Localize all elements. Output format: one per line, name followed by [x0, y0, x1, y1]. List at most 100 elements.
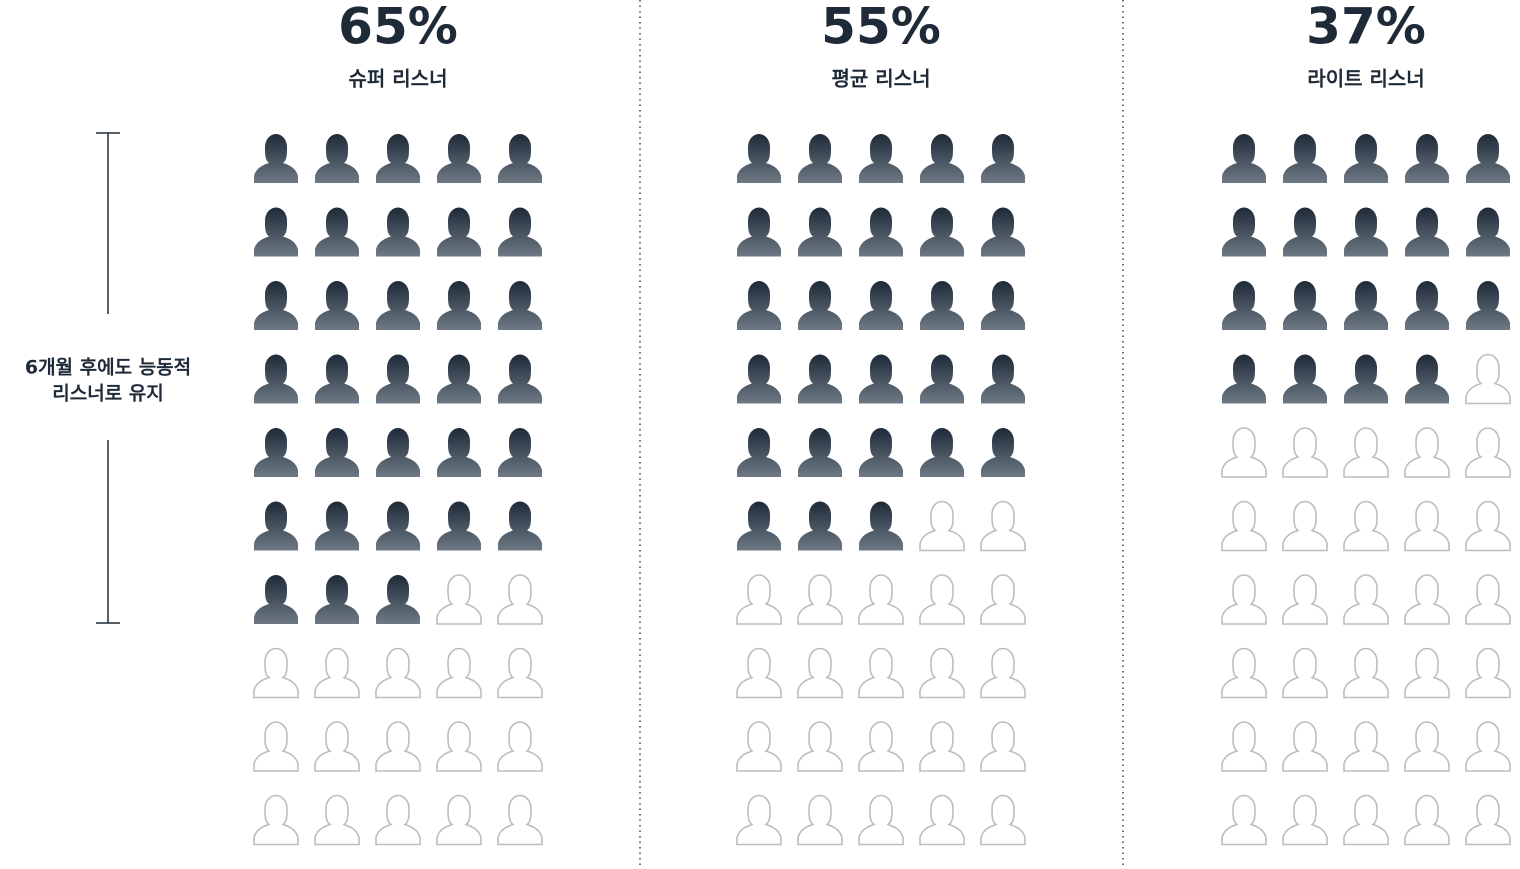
person-empty: [1221, 500, 1267, 552]
person-filled: [437, 428, 481, 477]
person-empty: [797, 574, 843, 625]
bracket: [96, 132, 120, 624]
person-empty: [858, 721, 904, 772]
person-filled: [437, 134, 481, 183]
person-empty: [1282, 794, 1328, 846]
person-filled: [1222, 207, 1266, 257]
person-empty: [919, 574, 965, 625]
person-empty: [375, 721, 421, 772]
person-empty: [1343, 794, 1389, 846]
person-filled: [859, 281, 903, 330]
person-filled: [437, 501, 481, 551]
person-filled: [981, 134, 1025, 183]
person-filled: [737, 281, 781, 330]
person-filled: [737, 501, 781, 551]
person-empty: [1282, 647, 1328, 699]
person-empty: [1282, 427, 1328, 478]
person-filled: [437, 354, 481, 404]
person-filled: [981, 428, 1025, 477]
person-empty: [858, 647, 904, 699]
category-label: 라이트 리스너: [1307, 67, 1424, 91]
person-filled: [1344, 134, 1388, 183]
person-filled: [376, 134, 420, 183]
person-filled: [254, 354, 298, 404]
person-filled: [737, 354, 781, 404]
person-filled: [737, 207, 781, 257]
person-empty: [253, 794, 299, 846]
person-filled: [498, 428, 542, 477]
person-empty: [1221, 647, 1267, 699]
person-filled: [1344, 207, 1388, 257]
person-filled: [498, 134, 542, 183]
value-label: 55%: [821, 0, 941, 56]
person-filled: [254, 281, 298, 330]
person-filled: [737, 428, 781, 477]
person-empty: [980, 794, 1026, 846]
person-empty: [436, 574, 482, 625]
person-empty: [1343, 574, 1389, 625]
person-filled: [1283, 134, 1327, 183]
person-filled: [315, 354, 359, 404]
person-filled: [498, 207, 542, 257]
person-empty: [1465, 721, 1511, 772]
person-filled: [315, 281, 359, 330]
person-empty: [919, 500, 965, 552]
person-empty: [497, 721, 543, 772]
person-filled: [981, 354, 1025, 404]
person-empty: [736, 794, 782, 846]
person-filled: [859, 501, 903, 551]
person-empty: [797, 794, 843, 846]
person-filled: [981, 281, 1025, 330]
person-filled: [315, 134, 359, 183]
person-filled: [859, 428, 903, 477]
person-filled: [798, 501, 842, 551]
person-filled: [315, 575, 359, 624]
person-empty: [1404, 721, 1450, 772]
person-filled: [254, 575, 298, 624]
person-filled: [920, 134, 964, 183]
person-empty: [736, 721, 782, 772]
person-empty: [1343, 647, 1389, 699]
person-filled: [254, 501, 298, 551]
person-filled: [1283, 207, 1327, 257]
person-filled: [1222, 134, 1266, 183]
person-empty: [1465, 500, 1511, 552]
person-empty: [497, 574, 543, 625]
person-empty: [436, 794, 482, 846]
category-label: 평균 리스너: [832, 67, 931, 91]
person-filled: [920, 207, 964, 257]
person-empty: [1465, 427, 1511, 478]
person-filled: [1283, 354, 1327, 404]
person-empty: [1404, 500, 1450, 552]
person-empty: [980, 500, 1026, 552]
person-empty: [1282, 721, 1328, 772]
person-empty: [1404, 794, 1450, 846]
person-filled: [315, 428, 359, 477]
person-empty: [1343, 427, 1389, 478]
person-filled: [498, 281, 542, 330]
person-empty: [253, 647, 299, 699]
person-filled: [1405, 281, 1449, 330]
person-empty: [919, 721, 965, 772]
category-label: 슈퍼 리스너: [349, 67, 448, 91]
person-filled: [498, 501, 542, 551]
person-filled: [1405, 207, 1449, 257]
person-filled: [920, 354, 964, 404]
person-filled: [920, 281, 964, 330]
person-filled: [376, 354, 420, 404]
person-empty: [980, 574, 1026, 625]
person-empty: [314, 794, 360, 846]
person-filled: [859, 354, 903, 404]
person-filled: [315, 501, 359, 551]
person-empty: [375, 647, 421, 699]
person-empty: [497, 647, 543, 699]
person-filled: [1405, 134, 1449, 183]
person-empty: [1282, 574, 1328, 625]
person-filled: [1222, 281, 1266, 330]
person-empty: [980, 647, 1026, 699]
person-empty: [858, 574, 904, 625]
person-filled: [1283, 281, 1327, 330]
person-filled: [1222, 354, 1266, 404]
person-empty: [1221, 721, 1267, 772]
